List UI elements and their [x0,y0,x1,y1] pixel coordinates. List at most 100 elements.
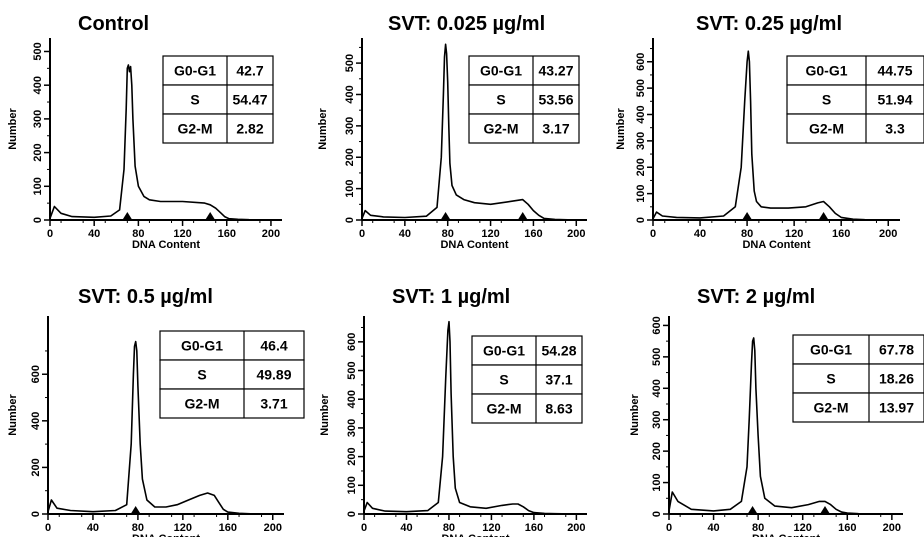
y-tick-label: 300 [344,117,356,135]
y-tick-label: 0 [344,217,356,223]
y-tick-label: 300 [635,132,647,150]
y-tick-label: 100 [32,177,44,195]
gate-marker-triangle [130,506,141,514]
x-tick-label: 120 [173,228,191,240]
table-row [786,55,924,86]
phase-percentage-value: 3.3 [885,121,905,137]
table-row [792,363,924,394]
y-tick-label: 400 [32,76,44,94]
x-tick-label: 40 [400,522,412,534]
phase-percentage-value: 49.89 [256,367,291,383]
y-tick-label: 500 [651,348,663,366]
dna-content-histogram-line [363,320,577,515]
y-tick-label: 500 [32,42,44,60]
phase-label: S [499,372,508,388]
x-tick-label: 40 [399,228,411,240]
x-axis-label: DNA Content [752,533,820,537]
y-axis-label: Number [319,394,331,436]
x-tick-label: 0 [47,228,53,240]
phase-percentage-value: 2.82 [236,121,263,137]
phase-percentage-table: G0-G1 67.78 S 18.26 G2-M 13.97 [792,334,924,423]
table-row [162,84,274,115]
y-axis-label: Number [7,394,19,436]
x-tick-label: 200 [567,522,585,534]
x-tick-label: 0 [45,522,51,534]
x-tick-label: 160 [218,228,236,240]
x-tick-label: 40 [88,228,100,240]
y-axis-label: Number [7,108,19,150]
gate-marker-triangle [440,212,451,220]
phase-label: G0-G1 [483,343,525,359]
phase-label: G0-G1 [805,63,847,79]
x-tick-label: 200 [264,522,282,534]
gate-marker-triangle [205,212,216,220]
phase-percentage-table: G0-G1 54.28 S 37.1 G2-M 8.63 [471,335,583,424]
x-tick-label: 0 [361,522,367,534]
table-row [468,55,580,86]
x-tick-label: 120 [794,522,812,534]
x-tick-label: 120 [174,522,192,534]
x-tick-label: 0 [666,522,672,534]
table-row [471,364,583,395]
y-tick-label: 200 [344,148,356,166]
x-axis-label: DNA Content [441,533,509,537]
y-tick-label: 100 [651,473,663,491]
table-row [468,84,580,115]
phase-label: G2-M [809,121,844,137]
x-axis-label: DNA Content [440,239,508,251]
x-tick-label: 120 [482,522,500,534]
table-row [471,335,583,366]
phase-percentage-value: 42.7 [236,63,263,79]
y-tick-label: 600 [346,333,358,351]
gate-marker-triangle [747,506,758,514]
x-tick-label: 80 [741,228,753,240]
y-tick-label: 400 [651,379,663,397]
panel-title: SVT: 0.25 µg/ml [696,13,842,35]
gate-marker-triangle [818,212,829,220]
phase-percentage-value: 67.78 [879,342,914,358]
phase-percentage-value: 37.1 [545,372,572,388]
y-tick-label: 200 [32,143,44,161]
x-tick-label: 40 [707,522,719,534]
phase-percentage-table: G0-G1 43.27 S 53.56 G2-M 3.17 [468,55,580,144]
phase-percentage-value: 51.94 [877,92,912,108]
gate-marker-triangle [517,212,528,220]
y-tick-label: 200 [635,158,647,176]
dna-content-histogram-line [668,337,892,515]
x-tick-label: 200 [567,228,585,240]
y-tick-label: 500 [344,54,356,72]
y-tick-label: 200 [651,442,663,460]
phase-label: S [197,367,206,383]
phase-label: G2-M [487,401,522,417]
x-tick-label: 160 [838,522,856,534]
histogram-panel-5: SVT: 1 µg/ml 0 40 80 120 160 200 0 100 200 300 400 5… [319,286,587,537]
x-axis-label: DNA Content [132,239,200,251]
dna-content-histogram-line [361,43,577,221]
x-tick-label: 0 [359,228,365,240]
y-tick-label: 300 [32,110,44,128]
phase-percentage-table: G0-G1 46.4 S 49.89 G2-M 3.71 [159,330,305,419]
panel-title: SVT: 1 µg/ml [392,286,510,308]
phase-label: S [496,92,505,108]
x-tick-label: 40 [694,228,706,240]
phase-label: G0-G1 [181,338,223,354]
y-tick-label: 400 [30,412,42,430]
table-row [786,113,924,144]
x-tick-label: 40 [87,522,99,534]
phase-label: S [826,371,835,387]
table-row [792,392,924,423]
x-tick-label: 160 [219,522,237,534]
y-tick-label: 0 [346,511,358,517]
phase-label: G2-M [484,121,519,137]
y-tick-label: 300 [651,411,663,429]
y-tick-label: 100 [635,184,647,202]
y-tick-label: 300 [346,419,358,437]
phase-percentage-value: 13.97 [879,400,914,416]
y-tick-label: 0 [651,511,663,517]
panel-title: SVT: 0.5 µg/ml [78,286,213,308]
gate-marker-triangle [122,212,133,220]
panel-title: Control [78,13,149,35]
x-tick-label: 200 [262,228,280,240]
y-tick-label: 400 [635,105,647,123]
